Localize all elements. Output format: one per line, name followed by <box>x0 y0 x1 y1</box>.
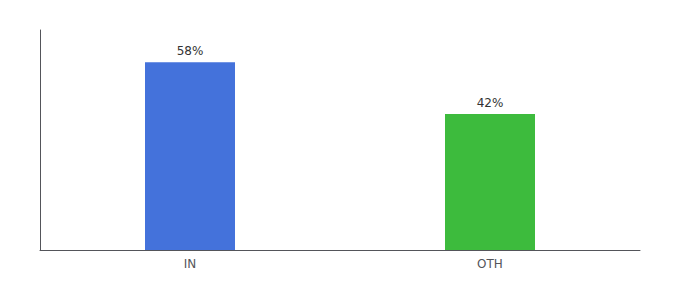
svg-text:IN: IN <box>184 257 197 271</box>
svg-text:58%: 58% <box>177 44 204 58</box>
svg-text:OTH: OTH <box>477 257 503 271</box>
svg-text:42%: 42% <box>477 96 504 110</box>
